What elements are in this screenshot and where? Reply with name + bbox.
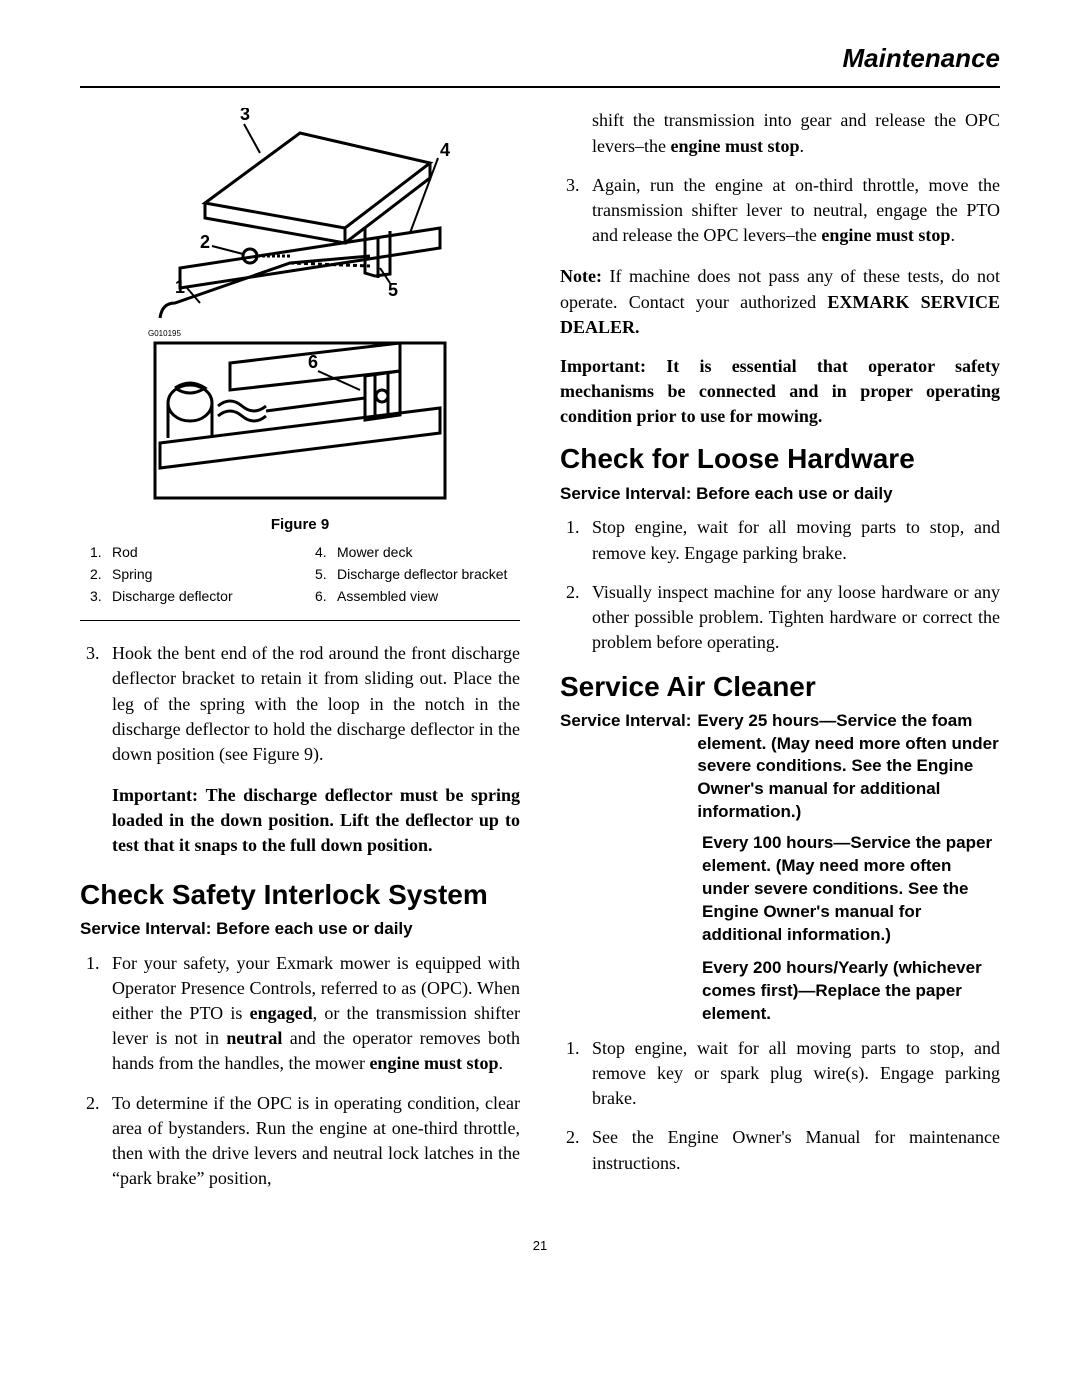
figure-legend: 1.Rod 2.Spring 3.Discharge deflector 4.M… [80, 543, 520, 621]
air-service-interval-3: Every 200 hours/Yearly (whichever comes … [702, 957, 1000, 1026]
interlock-step-3: Again, run the engine at on-third thrott… [584, 173, 1000, 249]
section-interlock: Check Safety Interlock System [80, 879, 520, 911]
interlock-steps-cont: Again, run the engine at on-third thrott… [560, 173, 1000, 249]
right-column: shift the transmission into gear and rel… [560, 108, 1000, 1207]
interlock-service-interval: Service Interval: Before each use or dai… [80, 917, 520, 941]
interlock-note: Note: If machine does not pass any of th… [560, 264, 1000, 340]
callout-4: 4 [440, 140, 450, 160]
left-column: 3 4 2 1 5 G010195 [80, 108, 520, 1207]
deflector-step-3: Hook the bent end of the rod around the … [104, 641, 520, 767]
header-title: Maintenance [843, 43, 1001, 73]
air-step-1: Stop engine, wait for all moving parts t… [584, 1036, 1000, 1112]
air-step-2: See the Engine Owner's Manual for mainte… [584, 1125, 1000, 1175]
page-header: Maintenance [80, 40, 1000, 88]
legend-left: 1.Rod 2.Spring 3.Discharge deflector [90, 543, 285, 608]
figure-caption: Figure 9 [80, 514, 520, 535]
callout-6: 6 [308, 352, 318, 372]
interlock-steps: For your safety, your Exmark mower is eq… [80, 951, 520, 1192]
interlock-step-2-cont: shift the transmission into gear and rel… [592, 108, 1000, 158]
section-air-cleaner: Service Air Cleaner [560, 671, 1000, 703]
interlock-step-2: To determine if the OPC is in operating … [104, 1091, 520, 1192]
page-number: 21 [80, 1237, 1000, 1255]
callout-2: 2 [200, 232, 210, 252]
interlock-step-1: For your safety, your Exmark mower is eq… [104, 951, 520, 1077]
callout-3: 3 [240, 108, 250, 124]
air-service-interval-2: Every 100 hours—Service the paper elemen… [702, 832, 1000, 947]
interlock-important: Important: It is essential that operator… [560, 354, 1000, 430]
deflector-important: Important: The discharge deflector must … [112, 783, 520, 859]
figure-code: G010195 [148, 329, 181, 338]
figure-9: 3 4 2 1 5 G010195 [80, 108, 520, 535]
callout-1: 1 [175, 277, 185, 297]
hardware-service-interval: Service Interval: Before each use or dai… [560, 482, 1000, 506]
figure-9-svg: 3 4 2 1 5 G010195 [140, 108, 460, 508]
air-steps: Stop engine, wait for all moving parts t… [560, 1036, 1000, 1176]
hardware-step-2: Visually inspect machine for any loose h… [584, 580, 1000, 656]
hardware-step-1: Stop engine, wait for all moving parts t… [584, 515, 1000, 565]
air-service-interval-1: Service Interval: Every 25 hours—Service… [560, 710, 1000, 825]
deflector-steps-cont: Hook the bent end of the rod around the … [80, 641, 520, 767]
legend-right: 4.Mower deck 5.Discharge deflector brack… [315, 543, 510, 608]
content-columns: 3 4 2 1 5 G010195 [80, 108, 1000, 1207]
hardware-steps: Stop engine, wait for all moving parts t… [560, 515, 1000, 655]
section-loose-hardware: Check for Loose Hardware [560, 443, 1000, 475]
